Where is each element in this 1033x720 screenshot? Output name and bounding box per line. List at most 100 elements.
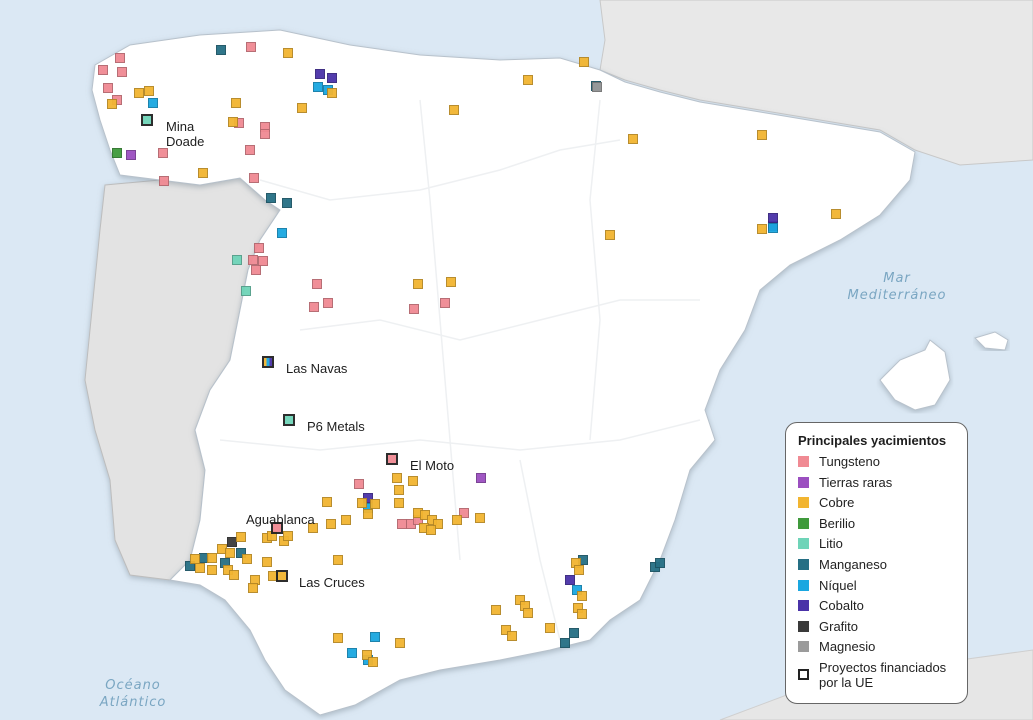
deposit-marker-icon[interactable] [757, 130, 767, 140]
deposit-marker-icon[interactable] [413, 279, 423, 289]
deposit-marker-icon[interactable] [395, 638, 405, 648]
deposit-marker-icon[interactable] [297, 103, 307, 113]
deposit-marker-icon[interactable] [225, 548, 235, 558]
deposit-marker-icon[interactable] [241, 286, 251, 296]
deposit-marker-icon[interactable] [605, 230, 615, 240]
deposit-marker-icon[interactable] [655, 558, 665, 568]
deposit-marker-icon[interactable] [363, 509, 373, 519]
deposit-marker-icon[interactable] [327, 88, 337, 98]
deposit-marker-icon[interactable] [354, 479, 364, 489]
deposit-marker-icon[interactable] [260, 129, 270, 139]
eu-project-marker-icon[interactable] [386, 453, 398, 465]
deposit-marker-icon[interactable] [262, 557, 272, 567]
deposit-marker-icon[interactable] [577, 609, 587, 619]
deposit-marker-icon[interactable] [560, 638, 570, 648]
eu-project-marker-icon[interactable] [141, 114, 153, 126]
deposit-marker-icon[interactable] [251, 265, 261, 275]
deposit-marker-icon[interactable] [545, 623, 555, 633]
deposit-marker-icon[interactable] [249, 173, 259, 183]
deposit-marker-icon[interactable] [315, 69, 325, 79]
deposit-marker-icon[interactable] [409, 304, 419, 314]
deposit-marker-icon[interactable] [592, 82, 602, 92]
deposit-marker-icon[interactable] [283, 48, 293, 58]
deposit-marker-icon[interactable] [333, 555, 343, 565]
deposit-marker-icon[interactable] [491, 605, 501, 615]
deposit-marker-icon[interactable] [107, 99, 117, 109]
deposit-marker-icon[interactable] [103, 83, 113, 93]
deposit-marker-icon[interactable] [232, 255, 242, 265]
eu-project-marker-icon[interactable] [276, 570, 288, 582]
deposit-marker-icon[interactable] [370, 499, 380, 509]
deposit-marker-icon[interactable] [326, 519, 336, 529]
deposit-marker-icon[interactable] [333, 633, 343, 643]
deposit-marker-icon[interactable] [159, 176, 169, 186]
deposit-marker-icon[interactable] [433, 519, 443, 529]
deposit-marker-icon[interactable] [327, 73, 337, 83]
deposit-marker-icon[interactable] [475, 513, 485, 523]
deposit-marker-icon[interactable] [347, 648, 357, 658]
eu-project-marker-icon[interactable] [283, 414, 295, 426]
deposit-marker-icon[interactable] [158, 148, 168, 158]
deposit-marker-icon[interactable] [757, 224, 767, 234]
deposit-marker-icon[interactable] [507, 631, 517, 641]
deposit-marker-icon[interactable] [476, 473, 486, 483]
deposit-marker-icon[interactable] [579, 57, 589, 67]
deposit-marker-icon[interactable] [126, 150, 136, 160]
deposit-marker-icon[interactable] [362, 650, 372, 660]
deposit-marker-icon[interactable] [569, 628, 579, 638]
deposit-marker-icon[interactable] [277, 228, 287, 238]
deposit-marker-icon[interactable] [148, 98, 158, 108]
deposit-marker-icon[interactable] [831, 209, 841, 219]
deposit-marker-icon[interactable] [246, 42, 256, 52]
deposit-marker-icon[interactable] [449, 105, 459, 115]
deposit-marker-icon[interactable] [115, 53, 125, 63]
deposit-marker-icon[interactable] [768, 223, 778, 233]
deposit-marker-icon[interactable] [523, 75, 533, 85]
deposit-marker-icon[interactable] [236, 548, 246, 558]
deposit-marker-icon[interactable] [313, 82, 323, 92]
deposit-marker-icon[interactable] [248, 255, 258, 265]
deposit-marker-icon[interactable] [501, 625, 511, 635]
deposit-marker-icon[interactable] [440, 298, 450, 308]
deposit-marker-icon[interactable] [357, 498, 367, 508]
deposit-marker-icon[interactable] [323, 298, 333, 308]
deposit-marker-icon[interactable] [117, 67, 127, 77]
deposit-marker-icon[interactable] [229, 570, 239, 580]
deposit-marker-icon[interactable] [195, 563, 205, 573]
deposit-marker-icon[interactable] [144, 86, 154, 96]
deposit-marker-icon[interactable] [98, 65, 108, 75]
deposit-marker-icon[interactable] [282, 198, 292, 208]
deposit-marker-icon[interactable] [446, 277, 456, 287]
deposit-marker-icon[interactable] [577, 591, 587, 601]
deposit-marker-icon[interactable] [227, 537, 237, 547]
deposit-marker-icon[interactable] [266, 193, 276, 203]
deposit-marker-icon[interactable] [231, 98, 241, 108]
deposit-marker-icon[interactable] [207, 553, 217, 563]
deposit-marker-icon[interactable] [258, 256, 268, 266]
deposit-marker-icon[interactable] [134, 88, 144, 98]
deposit-marker-icon[interactable] [216, 45, 226, 55]
deposit-marker-icon[interactable] [228, 117, 238, 127]
deposit-marker-icon[interactable] [254, 243, 264, 253]
deposit-marker-icon[interactable] [245, 145, 255, 155]
deposit-marker-icon[interactable] [565, 575, 575, 585]
eu-project-marker-icon[interactable] [271, 522, 283, 534]
deposit-marker-icon[interactable] [341, 515, 351, 525]
deposit-marker-icon[interactable] [207, 565, 217, 575]
deposit-marker-icon[interactable] [408, 476, 418, 486]
deposit-marker-icon[interactable] [308, 523, 318, 533]
deposit-marker-icon[interactable] [628, 134, 638, 144]
deposit-marker-icon[interactable] [394, 498, 404, 508]
deposit-marker-icon[interactable] [236, 532, 246, 542]
eu-project-marker-icon[interactable] [262, 356, 274, 368]
deposit-marker-icon[interactable] [459, 508, 469, 518]
deposit-marker-icon[interactable] [426, 525, 436, 535]
deposit-marker-icon[interactable] [198, 168, 208, 178]
deposit-marker-icon[interactable] [574, 565, 584, 575]
deposit-marker-icon[interactable] [248, 583, 258, 593]
deposit-marker-icon[interactable] [112, 148, 122, 158]
deposit-marker-icon[interactable] [309, 302, 319, 312]
deposit-marker-icon[interactable] [394, 485, 404, 495]
deposit-marker-icon[interactable] [242, 554, 252, 564]
deposit-marker-icon[interactable] [370, 632, 380, 642]
